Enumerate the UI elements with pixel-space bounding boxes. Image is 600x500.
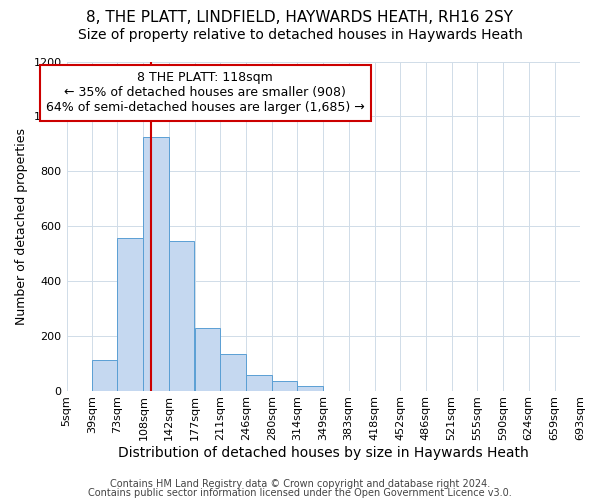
Text: 8, THE PLATT, LINDFIELD, HAYWARDS HEATH, RH16 2SY: 8, THE PLATT, LINDFIELD, HAYWARDS HEATH,… <box>86 10 514 25</box>
Text: Contains HM Land Registry data © Crown copyright and database right 2024.: Contains HM Land Registry data © Crown c… <box>110 479 490 489</box>
Bar <box>143 137 169 390</box>
Bar <box>117 238 143 390</box>
Bar <box>220 354 245 391</box>
Bar <box>297 386 323 390</box>
Bar <box>195 328 220 390</box>
Bar <box>272 381 297 390</box>
Bar <box>247 374 272 390</box>
X-axis label: Distribution of detached houses by size in Haywards Heath: Distribution of detached houses by size … <box>118 446 529 460</box>
Bar <box>92 360 117 390</box>
Text: Contains public sector information licensed under the Open Government Licence v3: Contains public sector information licen… <box>88 488 512 498</box>
Text: Size of property relative to detached houses in Haywards Heath: Size of property relative to detached ho… <box>77 28 523 42</box>
Y-axis label: Number of detached properties: Number of detached properties <box>15 128 28 324</box>
Bar <box>169 241 194 390</box>
Text: 8 THE PLATT: 118sqm
← 35% of detached houses are smaller (908)
64% of semi-detac: 8 THE PLATT: 118sqm ← 35% of detached ho… <box>46 72 365 114</box>
